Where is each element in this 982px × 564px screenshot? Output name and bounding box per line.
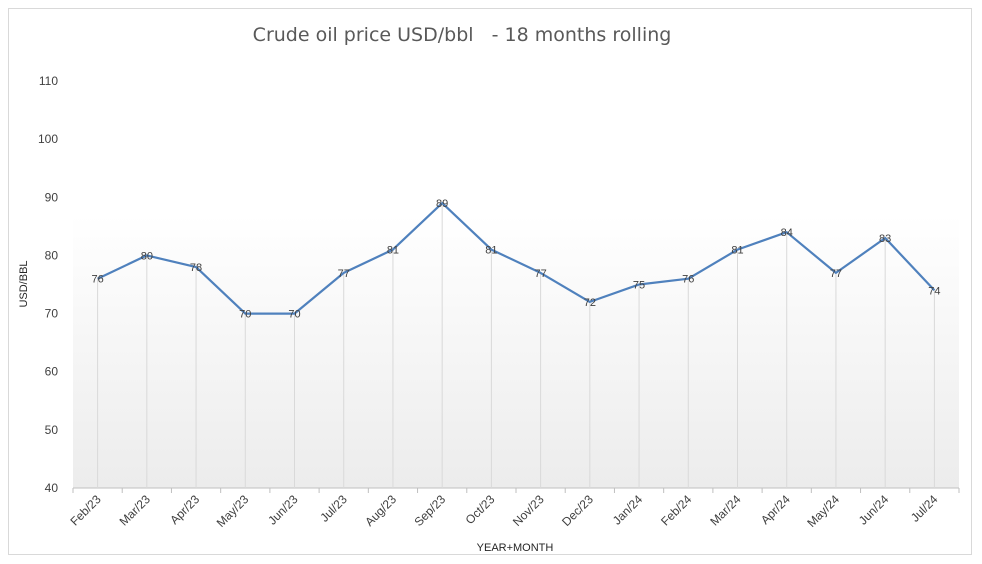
x-tick-label: Apr/23 (167, 492, 202, 527)
x-tick-label: May/23 (214, 492, 252, 530)
y-axis-title: USD/BBL (18, 260, 30, 307)
x-tick-label: Aug/23 (362, 492, 399, 529)
data-label: 77 (534, 268, 546, 280)
data-label: 77 (338, 268, 350, 280)
drop-lines (97, 203, 935, 488)
x-tick-label: Jul/23 (317, 492, 350, 525)
x-tick-label: May/24 (804, 492, 842, 530)
data-label: 81 (387, 245, 399, 257)
y-tick-label: 40 (45, 481, 59, 495)
x-tick-label: Jan/24 (610, 492, 646, 528)
y-tick-label: 60 (45, 365, 59, 379)
data-label: 83 (879, 233, 891, 245)
data-label: 70 (288, 309, 300, 321)
x-tick-label: Mar/23 (117, 492, 154, 529)
data-label: 70 (239, 309, 251, 321)
data-label: 81 (485, 245, 497, 257)
x-tick-label: Dec/23 (559, 492, 596, 529)
y-tick-label: 100 (38, 132, 58, 146)
data-label: 80 (141, 250, 153, 262)
data-label: 72 (584, 297, 596, 309)
chart-title: Crude oil price USD/bbl - 18 months roll… (253, 24, 672, 46)
data-label: 74 (928, 285, 940, 297)
y-tick-label: 110 (39, 74, 58, 88)
x-tick-label: Jul/24 (908, 492, 941, 525)
data-label: 76 (682, 274, 694, 286)
x-tick-label: Apr/24 (758, 492, 793, 527)
data-label: 89 (436, 198, 448, 210)
x-tick-label: Jun/23 (265, 492, 301, 528)
x-tick-label: Nov/23 (510, 492, 547, 529)
y-tick-label: 90 (45, 190, 59, 204)
y-tick-label: 70 (45, 307, 59, 321)
series-line (97, 202, 936, 315)
y-axis: 40 50 60 70 80 90 100 110 (38, 74, 58, 495)
y-tick-label: 80 (45, 248, 59, 262)
x-tick-label: Sep/23 (411, 492, 448, 529)
data-label: 76 (91, 274, 103, 286)
data-label: 81 (731, 245, 743, 257)
data-labels: 76 80 78 70 70 77 81 89 81 77 72 75 76 81 84 77 83 74 (91, 198, 940, 320)
x-axis-title: YEAR+MONTH (477, 542, 554, 554)
x-tick-label: Oct/23 (463, 492, 498, 527)
data-label: 77 (830, 268, 842, 280)
data-label: 75 (633, 280, 645, 292)
x-tick-label: Feb/23 (67, 492, 104, 529)
y-tick-label: 50 (45, 423, 59, 437)
plot-area (73, 214, 959, 488)
data-label: 78 (190, 262, 202, 274)
x-tick-label: Mar/24 (707, 492, 744, 529)
x-axis: Feb/23 Mar/23 Apr/23 May/23 Jun/23 Jul/23 Aug/… (67, 487, 960, 530)
data-label: 84 (781, 227, 793, 239)
x-tick-label: Jun/24 (856, 492, 892, 528)
x-tick-label: Feb/24 (658, 492, 695, 529)
